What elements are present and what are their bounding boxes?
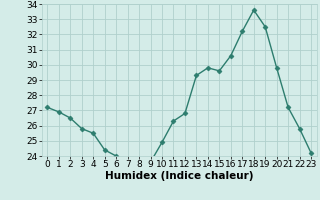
X-axis label: Humidex (Indice chaleur): Humidex (Indice chaleur) xyxy=(105,171,253,181)
